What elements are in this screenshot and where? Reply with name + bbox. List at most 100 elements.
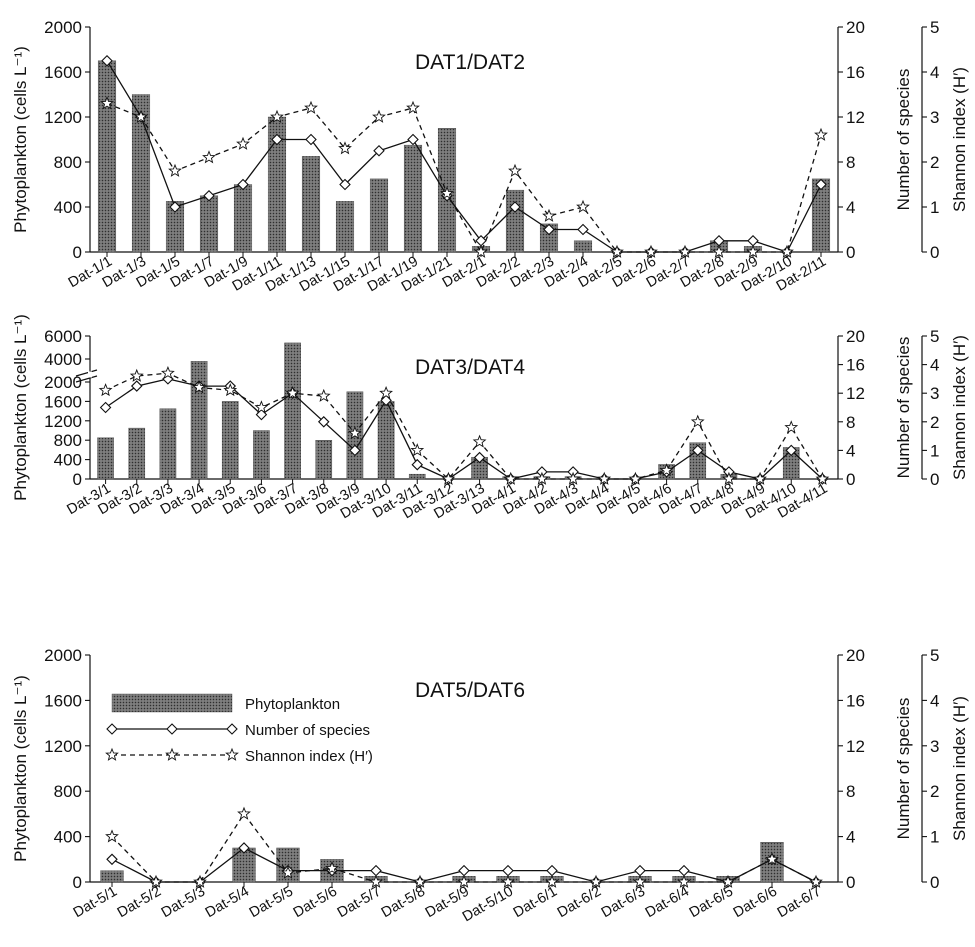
y-axis-title-left: Phytoplankton (cells L⁻¹) [11, 675, 30, 862]
shannon-marker [597, 471, 612, 485]
legend-marker [166, 723, 178, 735]
bar [403, 144, 423, 253]
shannon-marker [281, 865, 295, 879]
y-shannon-tick-label: 0 [930, 873, 939, 892]
y-species-tick-label: 0 [846, 873, 855, 892]
bar [301, 156, 321, 253]
y-species-tick-label: 20 [846, 327, 865, 346]
species-marker [370, 864, 382, 877]
y-shannon-tick-label: 3 [930, 737, 939, 756]
x-tick-label: Dat-6/1 [511, 884, 560, 922]
bar [573, 240, 593, 253]
axis-break-gap [88, 371, 92, 378]
bar [233, 184, 253, 253]
y-left-tick-label: 0 [73, 873, 82, 892]
y-shannon-tick-label: 1 [930, 441, 939, 460]
shannon-marker [780, 244, 794, 258]
y-species-tick-label: 12 [846, 108, 865, 127]
species-marker [577, 223, 589, 236]
panel-2: 0400800120016002000400060000481216200123… [11, 314, 969, 522]
y-left-tick-label: 2000 [44, 646, 82, 665]
y-shannon-tick-label: 4 [930, 356, 939, 375]
shannon-marker [765, 852, 779, 866]
bar [97, 60, 117, 253]
y-left-tick-label: 1200 [44, 108, 82, 127]
y-species-tick-label: 12 [846, 737, 865, 756]
y-species-tick-label: 16 [846, 356, 865, 375]
shannon-marker [254, 400, 269, 414]
y-left-tick-label: 4000 [44, 350, 82, 369]
shannon-marker [168, 163, 182, 177]
bar [199, 195, 219, 253]
y-axis-title-species: Number of species [894, 69, 913, 211]
shannon-marker [721, 874, 735, 888]
shannon-marker [712, 244, 726, 258]
shannon-marker [753, 471, 767, 485]
y-shannon-tick-label: 3 [930, 108, 939, 127]
panel-title: DAT5/DAT6 [415, 679, 525, 702]
species-marker [237, 178, 249, 191]
x-tick-label: Dat-6/6 [731, 884, 780, 922]
shannon-marker [237, 806, 251, 820]
panel-3: 0400800120016002000048121620012345Phytop… [11, 646, 969, 925]
shannon-marker [410, 443, 425, 457]
y-left-tick-label: 400 [54, 451, 82, 470]
y-shannon-tick-label: 2 [930, 782, 939, 801]
shannon-marker [338, 141, 352, 155]
y-axis-title-left: Phytoplankton (cells L⁻¹) [11, 314, 30, 501]
y-axis-title-shannon: Shannon index (H′) [950, 696, 969, 841]
y-left-tick-label: 2000 [44, 373, 82, 392]
y-axis-title-shannon: Shannon index (H′) [950, 335, 969, 480]
species-marker [458, 864, 470, 877]
y-left-tick-label: 800 [54, 431, 82, 450]
bar [159, 408, 177, 480]
bar [128, 427, 146, 480]
shannon-marker [545, 874, 559, 888]
shannon-marker [270, 109, 284, 123]
y-shannon-tick-label: 1 [930, 198, 939, 217]
shannon-marker [348, 426, 362, 440]
x-tick-label: Dat-5/6 [291, 884, 340, 922]
species-marker [502, 864, 514, 877]
x-tick-label: Dat-6/4 [643, 884, 692, 922]
shannon-marker [457, 874, 471, 888]
shannon-marker [372, 109, 386, 123]
x-tick-label: Dat-6/2 [555, 884, 604, 922]
species-marker [691, 444, 704, 457]
shannon-marker [202, 150, 216, 164]
legend-marker [225, 747, 239, 761]
y-species-tick-label: 0 [846, 243, 855, 262]
shannon-marker [472, 434, 487, 448]
x-tick-label: Dat-5/7 [335, 884, 384, 922]
x-tick-label: Dat-5/3 [159, 884, 208, 922]
y-shannon-tick-label: 1 [930, 828, 939, 847]
shannon-marker [406, 100, 420, 114]
species-marker [317, 416, 330, 428]
bar [100, 870, 124, 883]
shannon-marker [98, 383, 113, 397]
shannon-marker [610, 244, 624, 258]
panel-title: DAT3/DAT4 [415, 356, 525, 379]
y-shannon-tick-label: 2 [930, 153, 939, 172]
y-left-tick-label: 1200 [44, 737, 82, 756]
y-shannon-tick-label: 5 [930, 327, 939, 346]
y-left-tick-label: 1600 [44, 392, 82, 411]
species-marker [543, 223, 555, 236]
bar [190, 361, 208, 480]
axis-break-mark [75, 375, 98, 383]
species-marker [373, 144, 385, 157]
y-left-tick-label: 800 [54, 153, 82, 172]
species-marker [106, 853, 118, 866]
shannon-marker [236, 136, 250, 150]
species-marker [634, 864, 646, 877]
species-marker [546, 864, 558, 877]
panel-1: 0400800120016002000048121620012345Phytop… [11, 18, 969, 295]
bar [97, 437, 114, 480]
shannon-marker [100, 96, 114, 110]
shannon-marker [161, 365, 175, 380]
y-species-tick-label: 8 [846, 782, 855, 801]
shannon-marker [223, 383, 238, 397]
y-species-tick-label: 12 [846, 384, 865, 403]
